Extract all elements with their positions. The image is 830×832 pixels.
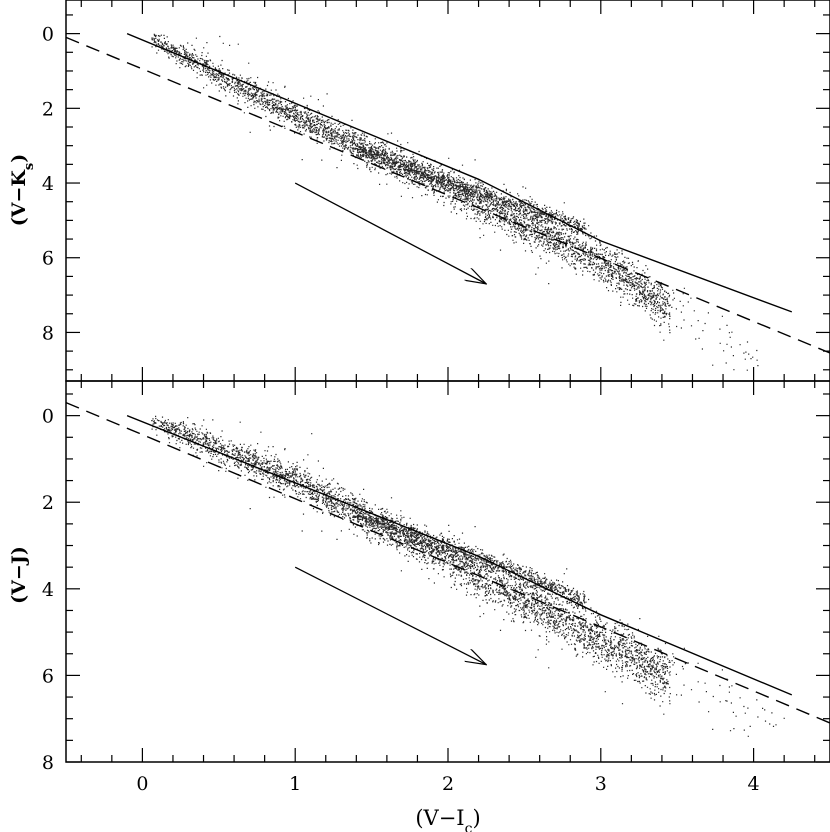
y-tick-label: 2 <box>42 98 54 120</box>
x-tick-label: 2 <box>442 773 454 795</box>
panel-top-y-axis-label: (V−Ks) <box>8 154 37 227</box>
reddening-vector-arrow-top <box>294 182 486 284</box>
y-tick-label: 4 <box>42 173 54 195</box>
panel-bottom-y-axis-label: (V−J) <box>8 546 30 604</box>
star-points-top <box>151 33 759 371</box>
panel-top: 0 2 4 6 8 (V−Ks) <box>8 0 830 382</box>
panel-bottom-points <box>151 415 785 737</box>
y-tick-label: 4 <box>42 579 54 601</box>
solid-relation-line-top <box>126 32 793 313</box>
solid-relation-line-bot <box>126 414 793 696</box>
panel-bottom: 0 2 4 6 8 0 1 2 3 4 (V−J) <box>8 380 830 795</box>
panel-bottom-y-tick-labels: 0 2 4 6 8 <box>42 406 54 774</box>
y-tick-label: 2 <box>42 492 54 514</box>
panel-top-ticks <box>66 0 830 381</box>
y-tick-label: 0 <box>42 24 54 46</box>
panel-top-lines <box>65 32 830 354</box>
panel-top-points <box>151 33 759 371</box>
x-tick-label: 3 <box>595 773 607 795</box>
x-tick-label: 1 <box>289 773 301 795</box>
x-tick-label: 4 <box>748 773 760 795</box>
panel-bottom-x-tick-labels: 0 1 2 3 4 <box>136 773 759 795</box>
y-tick-label: 6 <box>42 248 54 270</box>
dashed-relation-line-top <box>65 36 830 354</box>
x-axis-label: (V−Ic) <box>415 806 480 832</box>
x-tick-label: 0 <box>136 773 148 795</box>
y-tick-label: 0 <box>42 406 54 428</box>
panel-top-y-tick-labels: 0 2 4 6 8 <box>42 24 54 345</box>
panel-bottom-frame <box>65 380 830 763</box>
dashed-relation-line-bot <box>65 401 830 724</box>
panel-bottom-lines <box>65 401 830 724</box>
reddening-vector-arrow-bot <box>294 566 486 664</box>
y-tick-label: 8 <box>42 752 54 774</box>
star-points-bot <box>151 415 785 737</box>
y-tick-label: 6 <box>42 665 54 687</box>
y-tick-label: 8 <box>42 322 54 344</box>
panel-bottom-ticks <box>66 381 830 763</box>
